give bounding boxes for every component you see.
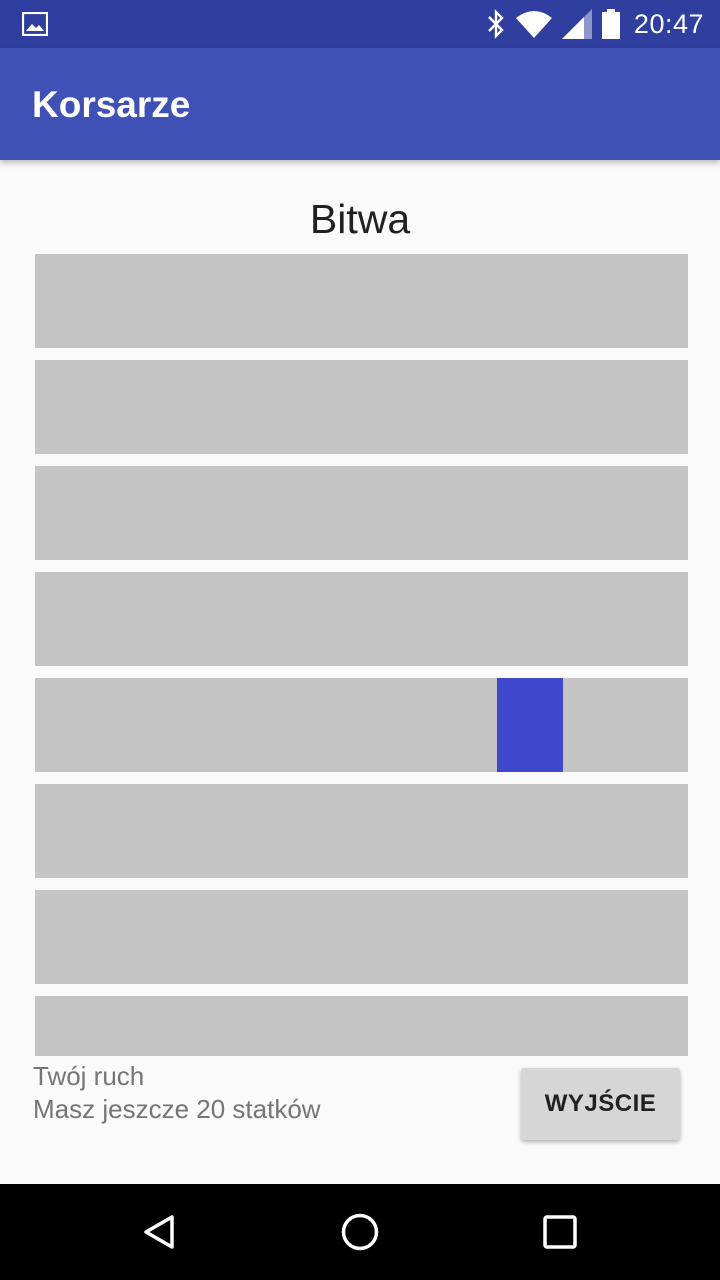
- board-row[interactable]: [35, 890, 688, 984]
- turn-status: Twój ruch: [33, 1061, 145, 1091]
- ship-cell[interactable]: [497, 678, 563, 772]
- status-bar: 20:47: [0, 0, 720, 48]
- bluetooth-icon: [488, 9, 504, 39]
- recent-apps-icon: [543, 1215, 577, 1249]
- board-row[interactable]: [35, 572, 688, 666]
- battery-icon: [601, 9, 620, 39]
- board-row[interactable]: [35, 254, 688, 348]
- board-heading: Bitwa: [309, 196, 411, 242]
- back-icon: [144, 1215, 174, 1249]
- ships-remaining: Masz jeszcze 20 statków: [33, 1094, 321, 1124]
- board-row[interactable]: [35, 784, 688, 878]
- image-notification-icon: [22, 12, 48, 36]
- exit-button[interactable]: WYJŚCIE: [521, 1068, 680, 1140]
- status-icons: 20:47: [486, 0, 704, 48]
- wifi-icon: [515, 11, 552, 38]
- app-bar: Korsarze: [0, 48, 720, 160]
- game-board: [35, 254, 688, 1056]
- board-row[interactable]: [35, 996, 688, 1056]
- board-row[interactable]: [35, 360, 688, 454]
- cellular-signal-icon: [561, 9, 592, 39]
- app-title: Korsarze: [32, 84, 191, 125]
- home-icon: [341, 1213, 379, 1251]
- board-row[interactable]: [35, 466, 688, 560]
- board-row[interactable]: [35, 678, 688, 772]
- navigation-bar: [0, 1184, 720, 1280]
- home-button[interactable]: [312, 1184, 408, 1280]
- recent-apps-button[interactable]: [512, 1184, 608, 1280]
- clock: 20:47: [633, 8, 704, 39]
- back-button[interactable]: [112, 1184, 208, 1280]
